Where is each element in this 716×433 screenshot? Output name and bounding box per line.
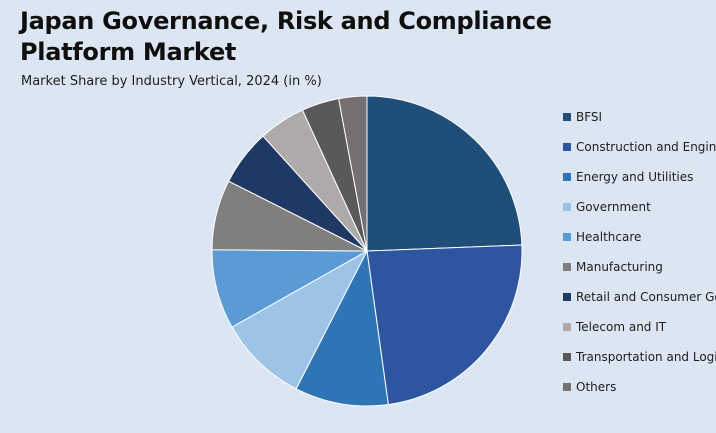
chart-subtitle: Market Share by Industry Vertical, 2024 … xyxy=(21,74,322,89)
legend-swatch xyxy=(563,323,571,331)
legend-swatch xyxy=(563,143,571,151)
legend-swatch xyxy=(563,353,571,361)
legend-label: Construction and Engineering xyxy=(576,140,716,154)
pie-slice-construction-and-engineering xyxy=(366,244,523,406)
legend-label: Retail and Consumer Goods xyxy=(576,290,716,304)
legend-swatch xyxy=(563,233,571,241)
legend-swatch xyxy=(563,383,571,391)
legend-swatch xyxy=(563,203,571,211)
legend-item-telecom-and-it: Telecom and IT xyxy=(563,312,716,342)
legend-item-healthcare: Healthcare xyxy=(563,222,716,252)
legend-swatch xyxy=(563,293,571,301)
legend-item-retail-and-consumer-goods: Retail and Consumer Goods xyxy=(563,282,716,312)
pie-slice-others xyxy=(338,95,368,252)
chart-title: Japan Governance, Risk and Compliance Pl… xyxy=(20,7,552,66)
legend-item-energy-and-utilities: Energy and Utilities xyxy=(563,162,716,192)
pie-slice-energy-and-utilities xyxy=(295,249,389,407)
legend-item-bfsi: BFSI xyxy=(563,102,716,132)
legend-item-transportation-and-logistics: Transportation and Logistics xyxy=(563,342,716,372)
legend-swatch xyxy=(563,173,571,181)
legend-label: Energy and Utilities xyxy=(576,170,694,184)
chart-legend: BFSI Construction and Engineering Energy a… xyxy=(563,102,716,402)
legend-label: Government xyxy=(576,200,651,214)
legend-item-government: Government xyxy=(563,192,716,222)
legend-item-manufacturing: Manufacturing xyxy=(563,252,716,282)
legend-label: Others xyxy=(576,380,617,394)
legend-swatch xyxy=(563,113,571,121)
pie-slice-bfsi xyxy=(366,95,523,252)
pie-slice-government xyxy=(231,249,369,390)
legend-label: Transportation and Logistics xyxy=(576,350,716,364)
legend-label: BFSI xyxy=(576,110,603,124)
legend-label: Telecom and IT xyxy=(576,320,667,334)
legend-label: Healthcare xyxy=(576,230,642,244)
legend-item-construction-and-engineering: Construction and Engineering xyxy=(563,132,716,162)
legend-swatch xyxy=(563,263,571,271)
legend-item-others: Others xyxy=(563,372,716,402)
legend-label: Manufacturing xyxy=(576,260,663,274)
